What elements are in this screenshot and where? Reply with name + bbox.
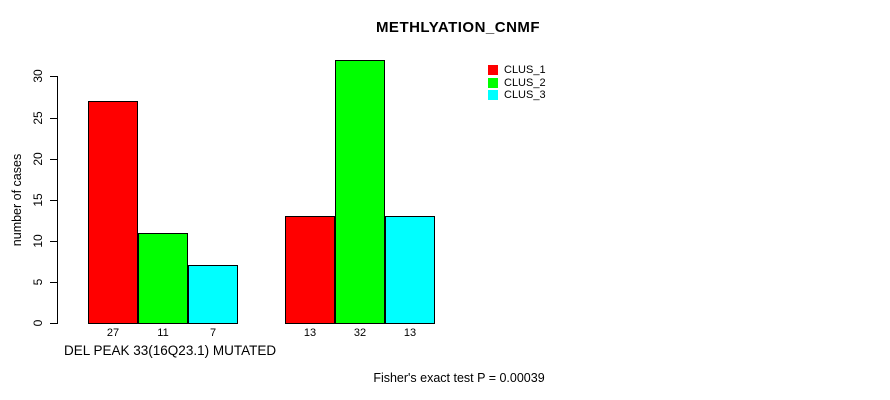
y-axis-line xyxy=(57,76,58,324)
legend-item-clus_2: CLUS_2 xyxy=(488,76,546,89)
y-tick xyxy=(50,199,57,201)
legend-swatch-clus_3 xyxy=(488,89,498,100)
bar-clus_1-group2 xyxy=(285,216,335,324)
bar-value-label: 7 xyxy=(209,327,217,339)
fisher-test-note: Fisher's exact test P = 0.00039 xyxy=(373,371,545,385)
y-axis-title: number of cases xyxy=(10,153,24,247)
bar-clus_2-group1 xyxy=(138,233,188,324)
bar-clus_3-group2 xyxy=(385,216,435,324)
bar-value-label: 32 xyxy=(353,327,367,339)
legend-label: CLUS_1 xyxy=(504,64,546,77)
bar-clus_1-group1 xyxy=(88,101,138,324)
y-tick xyxy=(50,281,57,283)
y-tick xyxy=(50,158,57,160)
legend-swatch-clus_1 xyxy=(488,65,498,76)
legend-label: CLUS_3 xyxy=(504,88,546,101)
legend-item-clus_1: CLUS_1 xyxy=(488,64,546,76)
x-axis-label: DEL PEAK 33(16Q23.1) MUTATED xyxy=(64,343,277,358)
legend-label: CLUS_2 xyxy=(504,76,546,89)
y-tick-label: 0 xyxy=(31,319,45,327)
bar-value-label: 11 xyxy=(157,327,169,339)
y-tick xyxy=(50,117,57,119)
legend: CLUS_1 CLUS_2 CLUS_3 xyxy=(488,64,546,101)
bar-clus_3-group1 xyxy=(188,265,238,324)
y-tick-label: 30 xyxy=(31,69,45,84)
y-tick xyxy=(50,240,57,242)
y-tick xyxy=(50,76,57,78)
y-tick xyxy=(50,323,57,324)
legend-swatch-clus_2 xyxy=(488,77,498,88)
bar-clus_2-group2 xyxy=(335,60,385,324)
bar-value-label: 13 xyxy=(403,327,417,339)
y-tick-label: 15 xyxy=(31,193,45,207)
chart-title: METHLYATION_CNMF xyxy=(375,19,541,36)
legend-item-clus_3: CLUS_3 xyxy=(488,89,546,101)
bar-value-label: 27 xyxy=(106,327,120,339)
y-tick-label: 20 xyxy=(31,151,45,166)
bar-value-label: 13 xyxy=(303,327,317,339)
y-tick-label: 5 xyxy=(31,278,45,286)
y-tick-label: 25 xyxy=(31,110,45,125)
y-tick-label: 10 xyxy=(31,234,45,248)
